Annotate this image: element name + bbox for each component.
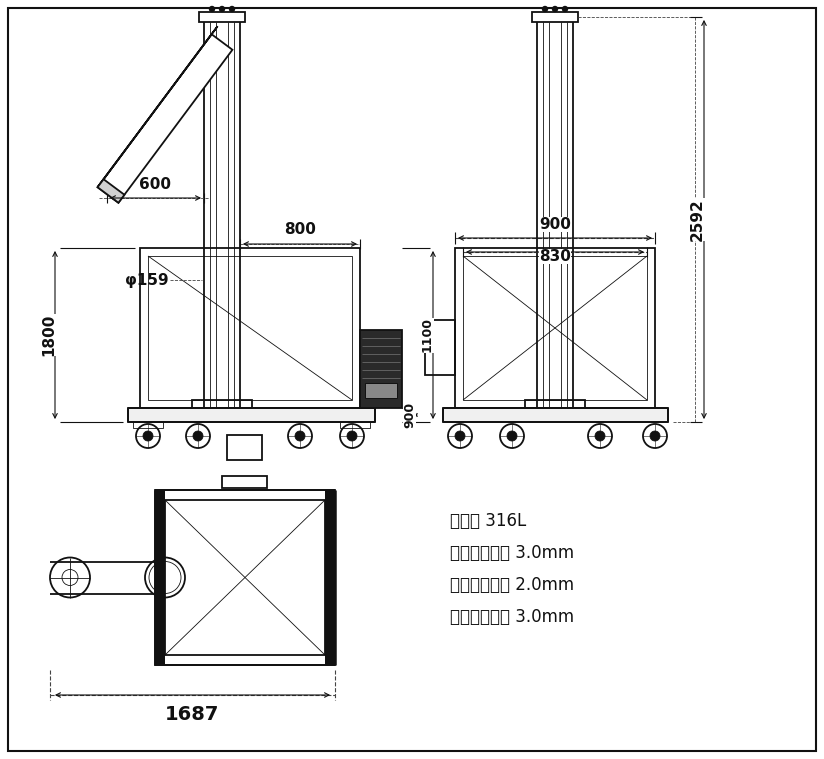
Text: 800: 800 bbox=[284, 222, 316, 237]
Bar bbox=[140, 248, 360, 408]
Text: 1687: 1687 bbox=[166, 705, 220, 724]
Bar bbox=[155, 490, 335, 665]
Text: 储料仓板厚： 2.0mm: 储料仓板厚： 2.0mm bbox=[450, 576, 574, 594]
Circle shape bbox=[230, 7, 235, 11]
Bar bbox=[340, 422, 370, 428]
Circle shape bbox=[507, 431, 517, 441]
Bar bbox=[155, 490, 165, 665]
Bar bbox=[227, 435, 263, 460]
Circle shape bbox=[542, 7, 547, 11]
Text: 900: 900 bbox=[403, 402, 416, 428]
Bar bbox=[532, 12, 578, 22]
Text: 1800: 1800 bbox=[41, 313, 56, 356]
Circle shape bbox=[219, 7, 224, 11]
Circle shape bbox=[595, 431, 605, 441]
Bar bbox=[425, 320, 455, 375]
Polygon shape bbox=[97, 34, 232, 203]
Text: 螺旋管壁厚： 3.0mm: 螺旋管壁厚： 3.0mm bbox=[450, 544, 574, 562]
Circle shape bbox=[295, 431, 305, 441]
Circle shape bbox=[209, 7, 214, 11]
Bar bbox=[133, 422, 163, 428]
Text: 2592: 2592 bbox=[690, 198, 705, 241]
Bar bbox=[463, 256, 647, 400]
Text: 830: 830 bbox=[539, 249, 571, 264]
Text: 900: 900 bbox=[539, 217, 571, 232]
Bar bbox=[192, 400, 252, 408]
Bar bbox=[128, 408, 375, 422]
Bar bbox=[455, 248, 655, 408]
Text: φ159: φ159 bbox=[125, 272, 169, 288]
Polygon shape bbox=[97, 27, 218, 187]
Circle shape bbox=[347, 431, 357, 441]
Bar bbox=[525, 400, 585, 408]
Bar bbox=[360, 330, 402, 408]
Polygon shape bbox=[97, 179, 124, 203]
Text: 1100: 1100 bbox=[421, 317, 434, 352]
Circle shape bbox=[563, 7, 568, 11]
Circle shape bbox=[455, 431, 465, 441]
Bar bbox=[222, 476, 268, 488]
Bar bbox=[325, 490, 335, 665]
Bar bbox=[365, 383, 397, 398]
Text: 600: 600 bbox=[139, 177, 171, 192]
Circle shape bbox=[193, 431, 203, 441]
Circle shape bbox=[143, 431, 153, 441]
Bar bbox=[443, 408, 668, 422]
Text: 材质： 316L: 材质： 316L bbox=[450, 512, 527, 530]
Bar bbox=[148, 256, 352, 400]
Circle shape bbox=[650, 431, 660, 441]
Circle shape bbox=[553, 7, 558, 11]
Bar bbox=[199, 12, 245, 22]
Text: 螺旋叶片厚： 3.0mm: 螺旋叶片厚： 3.0mm bbox=[450, 608, 574, 626]
Bar bbox=[165, 500, 325, 655]
